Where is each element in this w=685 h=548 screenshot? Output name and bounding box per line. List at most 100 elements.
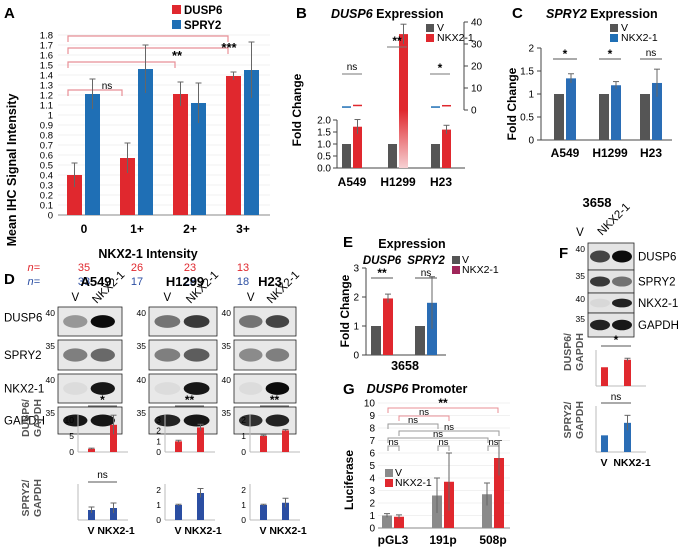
d-band-h1299-2-1 (183, 382, 210, 395)
a-ytick-15: 1.5 (40, 61, 53, 72)
f-blot-label-1: SPRY2 (638, 277, 676, 289)
panel-e-xlabel: 3658 (391, 359, 419, 373)
a-bar-dusp6-2 (173, 94, 188, 215)
panel-a-letter: A (4, 5, 15, 22)
d-band-a549-1-1 (90, 348, 115, 362)
sig-a-1: ns (102, 81, 113, 92)
f-band-1-1 (612, 276, 632, 287)
legend-swatch-nkx (426, 34, 434, 42)
b-bar-nkx-upper-0 (353, 104, 362, 107)
a-bar-spry2-1 (138, 69, 153, 215)
c-xtick-0: A549 (551, 146, 580, 160)
a-bar-spry2-2 (191, 103, 206, 215)
a-n-dusp6-2: 23 (184, 262, 196, 274)
panel-a-n-counts: n= n= 35 33 26 17 23 28 13 18 (27, 262, 249, 288)
d-band-h1299-0-0 (154, 315, 181, 328)
a-ytick-12: 1.2 (40, 91, 53, 102)
a-bracket-3 (67, 35, 229, 42)
d-band-a549-0-0 (63, 315, 88, 328)
b-bar-v-1 (388, 144, 397, 168)
legend-swatch-c-v (610, 24, 618, 32)
d-q-bot-tick-1-0: 0 (156, 515, 161, 525)
panel-c: C SPRY2 Expression V NKX2-1 Fold Change … (505, 5, 672, 160)
legend-swatch-v (426, 24, 434, 32)
g-bracket-label-4: ns (433, 429, 443, 440)
d-band-h23-1-1 (265, 348, 290, 362)
c-sig-2: * (608, 47, 613, 61)
g-bracket-label-6: ns (438, 437, 448, 448)
d-q-sig-2: ** (270, 393, 280, 407)
g-ytick-5: 5 (369, 461, 375, 472)
panel-c-letter: C (512, 5, 523, 22)
d-marker-h1299-3: 35 (137, 408, 147, 418)
a-bar-spry2-0 (85, 94, 100, 215)
panel-g: G DUSP6 Promoter Luciferase 0 12 34 56 78 910… (342, 381, 510, 547)
legend-swatch-spry2 (172, 20, 181, 29)
d-band-h23-3-1 (265, 414, 290, 427)
d-marker-h1299-1: 35 (137, 341, 147, 351)
d-band-h1299-1-0 (154, 348, 181, 362)
f-quant1-bot: GAPDH (574, 333, 586, 371)
d-band-h23-1-0 (238, 348, 263, 362)
f-quant1-top: DUSP6/ (562, 333, 574, 371)
a-xtick-2: 2+ (183, 222, 197, 236)
panel-c-title-rest: Expression (587, 7, 658, 21)
f-quantification: * ns V NKX2-1 (595, 333, 651, 469)
c-ytick-0: 0 (528, 136, 534, 147)
b-bar-v-upper-0 (342, 106, 351, 108)
a-ytick-10: 1 (48, 111, 53, 122)
a-bar-spry2-3 (244, 70, 259, 215)
d-cell-h1299: H1299 (166, 274, 204, 289)
panel-a-brackets (67, 35, 229, 96)
legend-swatch-g-v (385, 469, 393, 477)
g-ytick-4: 4 (369, 474, 375, 485)
a-bracket-1 (67, 61, 176, 68)
g-xtick-0: pGL3 (378, 533, 409, 547)
d-lane-v-1: V (164, 292, 172, 304)
d-q-top-tick-1-2: 2 (156, 426, 161, 436)
a-ytick-16: 1.6 (40, 51, 53, 62)
b-bar-v-0 (342, 144, 351, 168)
c-ytick-4: 2 (528, 44, 534, 55)
a-n-spry2-2: 28 (184, 276, 196, 288)
f-q1-nkx (624, 359, 631, 386)
a-ytick-0: 0 (48, 211, 53, 222)
g-ytick-8: 8 (369, 424, 375, 435)
d-band-a549-3-0 (63, 414, 88, 427)
d-q-top-tick-1-1: 1 (156, 436, 161, 446)
a-ytick-7: 0.7 (40, 141, 53, 152)
f-x-nkx: NKX2-1 (613, 457, 651, 469)
panel-c-ylabel: Fold Change (505, 67, 519, 140)
g-bracket-4 (387, 437, 489, 443)
panel-g-letter: G (343, 381, 355, 398)
f-blots: 40 DUSP6 35 SPRY2 40 NKX2-1 35 GAPDH (576, 242, 679, 338)
e-ytick-3: 3 (353, 264, 359, 275)
panel-d-letter: D (4, 271, 15, 288)
b-utick-4: 40 (471, 18, 483, 29)
b-sig-3: * (438, 61, 443, 75)
g-ytick-10: 10 (364, 399, 376, 410)
panel-e-gene2: SPRY2 (407, 255, 445, 267)
a-n-prefix-dusp6: n= (27, 262, 40, 274)
b-sig-2: ** (392, 34, 402, 48)
f-band-2-1 (612, 298, 632, 308)
panel-g-ylabel: Luciferase (342, 450, 356, 510)
a-n-spry2-0: 33 (78, 276, 90, 288)
e-bar-nkx-0 (383, 298, 393, 355)
panel-d: D A549 H1299 H23 V NKX2-1 V NKX2-1 V NKX2-1 D… (4, 269, 307, 537)
f-q1-v (601, 367, 608, 386)
e-ytick-2: 2 (353, 293, 359, 304)
g-bracket-1 (398, 415, 450, 421)
panel-b-title: DUSP6 Expression (331, 7, 444, 21)
b-ltick-3: 1.5 (317, 128, 331, 139)
b-utick-3: 30 (471, 40, 483, 51)
f-band-0-1 (612, 250, 632, 263)
f-quant2-top: SPRY2/ (562, 401, 574, 438)
e-bar-v-1 (415, 326, 425, 355)
a-ytick-9: 0.9 (40, 121, 53, 132)
a-ytick-2: 0.2 (40, 191, 53, 202)
d-q-dusp6-nkx-2 (282, 430, 289, 452)
d-cell-a549: A549 (80, 274, 111, 289)
d-q-sig2-0: ns (97, 470, 108, 481)
d-lane-v-2: V (247, 292, 255, 304)
